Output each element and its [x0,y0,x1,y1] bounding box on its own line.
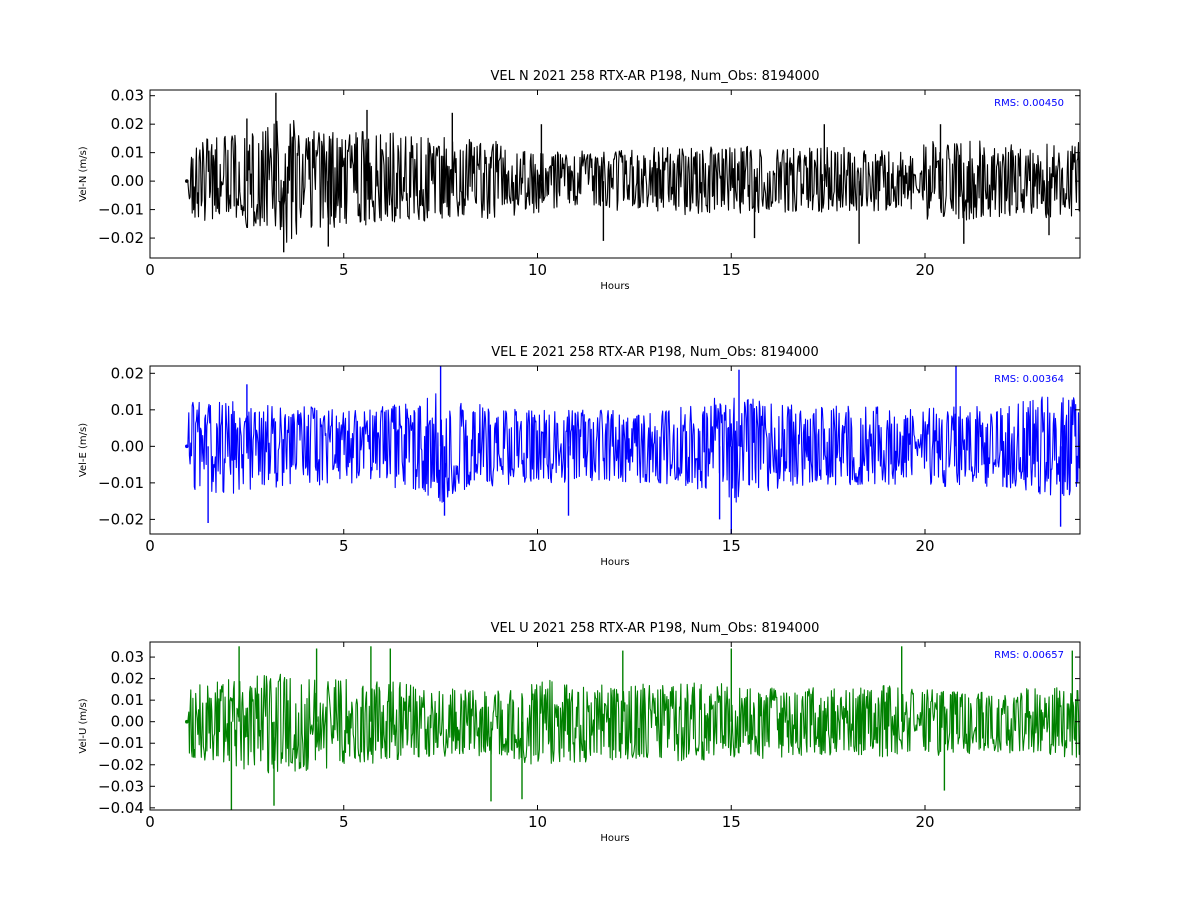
rms-annotation: RMS: 0.00364 [994,374,1064,385]
y-tick-label: −0.04 [98,799,144,817]
x-axis-label: Hours [600,833,629,844]
y-tick-label: −0.02 [98,756,144,774]
y-tick-label: 0.03 [111,87,144,105]
x-tick-labels: 0 5 10 15 20 [145,813,934,831]
y-tick-labels: −0.02 −0.01 0.00 0.01 0.02 [98,364,144,528]
y-tick-label: −0.01 [98,201,144,219]
x-tick-label: 20 [915,813,934,831]
x-tick-label: 10 [528,813,547,831]
y-tick-label: −0.01 [98,734,144,752]
x-tick-label: 0 [145,813,155,831]
y-tick-labels: −0.04 −0.03 −0.02 −0.01 0.00 0.01 0.02 0… [98,648,144,817]
y-tick-label: 0.02 [111,670,144,688]
y-axis-label: Vel-N (m/s) [78,146,89,201]
x-tick-label: 15 [722,261,741,279]
x-tick-label: 20 [915,261,934,279]
y-tick-label: −0.03 [98,777,144,795]
y-tick-label: −0.01 [98,474,144,492]
y-tick-label: 0.01 [111,144,144,162]
x-tick-label: 10 [528,261,547,279]
chart-title: VEL U 2021 258 RTX-AR P198, Num_Obs: 819… [491,621,820,636]
x-axis-label: Hours [600,281,629,292]
start-point [185,179,189,183]
chart-title: VEL E 2021 258 RTX-AR P198, Num_Obs: 819… [491,345,818,360]
y-tick-label: 0.03 [111,648,144,666]
axes-frame [149,89,1081,259]
data-trace [187,393,1080,503]
y-tick-labels: −0.02 −0.01 0.00 0.01 0.02 0.03 [98,87,144,247]
y-tick-label: 0.01 [111,401,144,419]
rms-annotation: RMS: 0.00450 [994,98,1064,109]
y-tick-label: 0.01 [111,691,144,709]
x-tick-labels: 0 5 10 15 20 [145,537,934,555]
x-tick-label: 0 [145,261,155,279]
rms-annotation: RMS: 0.00657 [994,650,1064,661]
axes-frame [149,365,1081,535]
panel-vel-e: VEL E 2021 258 RTX-AR P198, Num_Obs: 819… [78,345,1081,568]
panel-vel-u: VEL U 2021 258 RTX-AR P198, Num_Obs: 819… [78,621,1081,844]
data-trace [187,119,1080,243]
x-tick-label: 15 [722,813,741,831]
panel-vel-n: VEL N 2021 258 RTX-AR P198, Num_Obs: 819… [78,69,1081,292]
x-tick-label: 15 [722,537,741,555]
x-tick-labels: 0 5 10 15 20 [145,261,934,279]
x-axis-label: Hours [600,557,629,568]
y-tick-label: −0.02 [98,510,144,528]
y-tick-label: 0.00 [111,172,144,190]
x-tick-label: 5 [339,261,349,279]
x-tick-label: 0 [145,537,155,555]
x-tick-label: 5 [339,537,349,555]
y-axis-label: Vel-E (m/s) [78,423,89,477]
data-trace [187,673,1080,774]
x-tick-label: 10 [528,537,547,555]
start-point [185,719,189,724]
y-tick-label: 0.02 [111,115,144,133]
y-tick-label: 0.00 [111,437,144,455]
x-tick-label: 20 [915,537,934,555]
y-tick-label: 0.02 [111,364,144,382]
y-axis-label: Vel-U (m/s) [78,698,89,753]
x-tick-label: 5 [339,813,349,831]
chart-title: VEL N 2021 258 RTX-AR P198, Num_Obs: 819… [491,69,820,84]
start-point [185,444,189,449]
y-tick-label: 0.00 [111,713,144,731]
y-tick-label: −0.02 [98,229,144,247]
axes-frame [149,641,1081,811]
